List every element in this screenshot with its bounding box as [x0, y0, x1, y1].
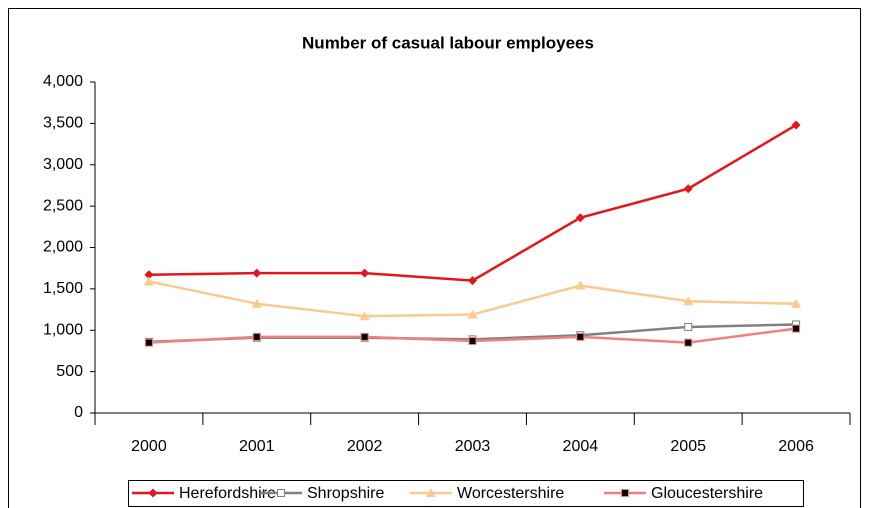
- point: [360, 268, 370, 278]
- y-tick-label: 3,000: [43, 156, 83, 173]
- y-tick-label: 500: [56, 363, 83, 380]
- y-tick-label: 1,000: [43, 321, 83, 338]
- point: [251, 298, 262, 308]
- point: [468, 337, 477, 346]
- x-tick-label: 2001: [239, 438, 275, 455]
- x-tick-label: 2003: [455, 438, 491, 455]
- point: [252, 332, 261, 341]
- point: [684, 338, 693, 347]
- legend-marker: [277, 489, 285, 497]
- point: [360, 332, 369, 341]
- chart-border: [8, 8, 861, 508]
- legend-label: Herefordshire: [179, 485, 276, 502]
- point: [144, 338, 153, 347]
- point: [144, 270, 154, 280]
- y-tick-label: 1,500: [43, 280, 83, 297]
- x-tick-label: 2004: [563, 438, 599, 455]
- point: [468, 276, 477, 286]
- point: [683, 296, 694, 306]
- point: [252, 268, 262, 278]
- point: [575, 213, 585, 223]
- point: [467, 309, 478, 319]
- x-tick-label: 2000: [131, 438, 167, 455]
- y-tick-label: 0: [74, 404, 83, 421]
- legend-marker: [621, 489, 629, 497]
- point: [576, 332, 585, 341]
- point: [792, 324, 801, 333]
- y-tick-label: 3,500: [43, 115, 83, 132]
- legend-box: [128, 480, 804, 507]
- legend-marker: [148, 488, 158, 498]
- point: [683, 184, 693, 194]
- x-tick-label: 2005: [670, 438, 706, 455]
- y-tick-label: 2,000: [43, 239, 83, 256]
- point: [143, 276, 154, 286]
- point: [684, 322, 693, 331]
- series-line: [148, 123, 797, 282]
- y-tick-label: 2,500: [43, 197, 83, 214]
- legend-label: Shropshire: [307, 485, 384, 502]
- y-tick-label: 4,000: [43, 73, 83, 90]
- point: [791, 120, 801, 130]
- legend-label: Worcestershire: [457, 485, 564, 502]
- legend-marker: [426, 488, 436, 497]
- x-tick-label: 2002: [347, 438, 383, 455]
- point: [575, 280, 586, 290]
- point: [791, 298, 802, 308]
- chart-title: Number of casual labour employees: [302, 33, 594, 52]
- legend-label: Gloucestershire: [651, 485, 763, 502]
- x-tick-label: 2006: [778, 438, 814, 455]
- point: [359, 311, 370, 321]
